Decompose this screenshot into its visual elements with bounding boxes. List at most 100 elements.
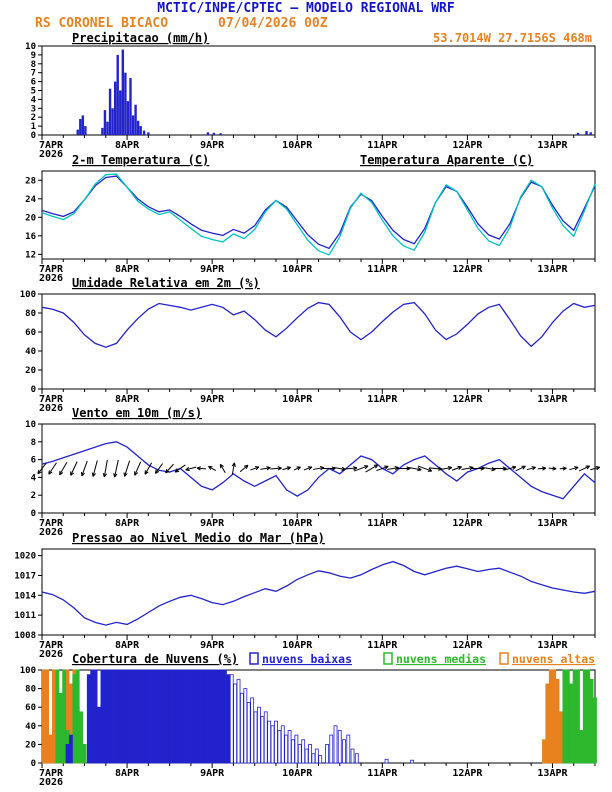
wind-arrow — [417, 465, 433, 472]
cloud-bar — [586, 669, 591, 764]
cloud-bar — [236, 678, 241, 764]
wind-arrow-head — [574, 466, 579, 471]
x-day-label: 11APR — [367, 140, 398, 151]
x-day-label: 8APR — [115, 640, 140, 651]
wind-arrow-head — [502, 468, 507, 471]
wind-arrow — [481, 466, 496, 471]
cloud-bar — [124, 669, 129, 764]
wind-arrow — [231, 462, 235, 475]
cloud-bar — [325, 744, 329, 764]
cloud-bar — [346, 734, 351, 764]
x-day-label: 10APR — [282, 768, 313, 779]
cloud-bar — [253, 711, 258, 764]
wind-arrow-head — [417, 467, 422, 471]
y-tick-label: 1 — [31, 122, 36, 132]
y-tick-label: 24 — [25, 195, 36, 205]
x-day-label: 8APR — [115, 394, 140, 405]
x-day-label: 8APR — [115, 518, 140, 529]
wind-arrow-head — [243, 464, 249, 467]
cloud-bar — [304, 748, 309, 764]
wind-arrow-head — [552, 466, 557, 470]
x-year-label: 2026 — [39, 273, 63, 284]
cloud-bar — [223, 669, 227, 764]
y-tick-label: 60 — [25, 703, 36, 713]
cloud-bar — [579, 730, 584, 764]
wind-arrow-head — [448, 467, 453, 471]
wind-arrow — [548, 467, 557, 470]
series-line — [41, 173, 596, 256]
cloud-bar — [226, 674, 231, 764]
cloud-bar — [110, 669, 115, 764]
wind-arrow — [114, 459, 119, 478]
wind-arrow — [185, 466, 197, 471]
wind-arrow — [334, 467, 346, 470]
wind-arrow-head — [428, 467, 433, 472]
panel-title-humidity: Umidade Relativa em 2m (%) — [72, 276, 260, 290]
precip-bar — [139, 126, 142, 135]
cloud-bar — [572, 669, 577, 764]
precip-bar — [129, 78, 132, 135]
wind-arrow-head — [233, 462, 236, 467]
cloud-bar — [219, 669, 224, 764]
x-day-label: 7APR — [39, 264, 64, 275]
cloud-bar — [552, 669, 557, 764]
cloud-bar — [246, 702, 251, 764]
y-tick-label: 20 — [25, 213, 36, 223]
x-day-label: 12APR — [452, 394, 483, 405]
precip-bar — [206, 132, 210, 135]
x-day-label: 8APR — [115, 140, 140, 151]
cloud-bar — [212, 669, 217, 764]
cloud-bar — [148, 669, 152, 764]
wind-arrow-head — [277, 467, 282, 471]
precip-bar — [119, 90, 122, 135]
cloud-bar — [314, 748, 319, 764]
legend-box-mid-clouds-icon — [383, 652, 393, 665]
wind-arrow-head — [165, 468, 168, 474]
precip-bar — [126, 101, 130, 135]
wind-arrow-head — [331, 466, 336, 469]
wind-arrow-head — [331, 468, 336, 471]
wind-arrow — [103, 459, 108, 478]
cloud-bar — [209, 669, 214, 764]
wind-arrow-head — [255, 466, 260, 471]
cloud-bar — [311, 753, 316, 764]
cloud-bar — [337, 730, 342, 764]
wind-arrow — [293, 466, 301, 471]
x-day-label: 9APR — [200, 768, 225, 779]
y-tick-label: 8 — [31, 438, 36, 448]
wind-arrow — [440, 467, 452, 470]
wind-arrow-head — [134, 472, 139, 476]
x-day-label: 12APR — [452, 264, 483, 275]
cloud-bar — [229, 674, 234, 764]
wind-arrow-head — [154, 469, 157, 474]
cloud-bar — [103, 669, 108, 764]
precip-bar — [134, 104, 137, 135]
wind-arrow — [569, 466, 579, 471]
x-day-label: 13APR — [537, 264, 568, 275]
cloud-bar — [79, 711, 84, 764]
wind-arrow-head — [574, 466, 579, 468]
wind-arrow — [59, 461, 68, 476]
wind-arrow-head — [552, 468, 557, 471]
cloud-bar — [93, 669, 98, 764]
wind-arrow — [313, 467, 324, 470]
legend-low-clouds: nuvens baixas — [262, 652, 352, 666]
cloud-bar — [545, 683, 550, 764]
cloud-bar — [559, 711, 563, 764]
cloud-bar — [165, 669, 169, 764]
y-tick-label: 1017 — [14, 571, 36, 581]
wind-arrow — [503, 466, 517, 471]
cloud-bar — [48, 734, 53, 764]
precip-bar — [219, 133, 222, 135]
cloud-bar — [267, 720, 272, 764]
wind-arrow-head — [511, 465, 517, 468]
x-day-label: 12APR — [452, 768, 483, 779]
cloud-bar — [151, 669, 156, 764]
wind-arrow-head — [37, 469, 40, 474]
x-day-label: 10APR — [282, 640, 313, 651]
wind-arrow-head — [297, 466, 301, 471]
wind-arrow — [461, 466, 474, 471]
precip-bar — [76, 129, 79, 135]
